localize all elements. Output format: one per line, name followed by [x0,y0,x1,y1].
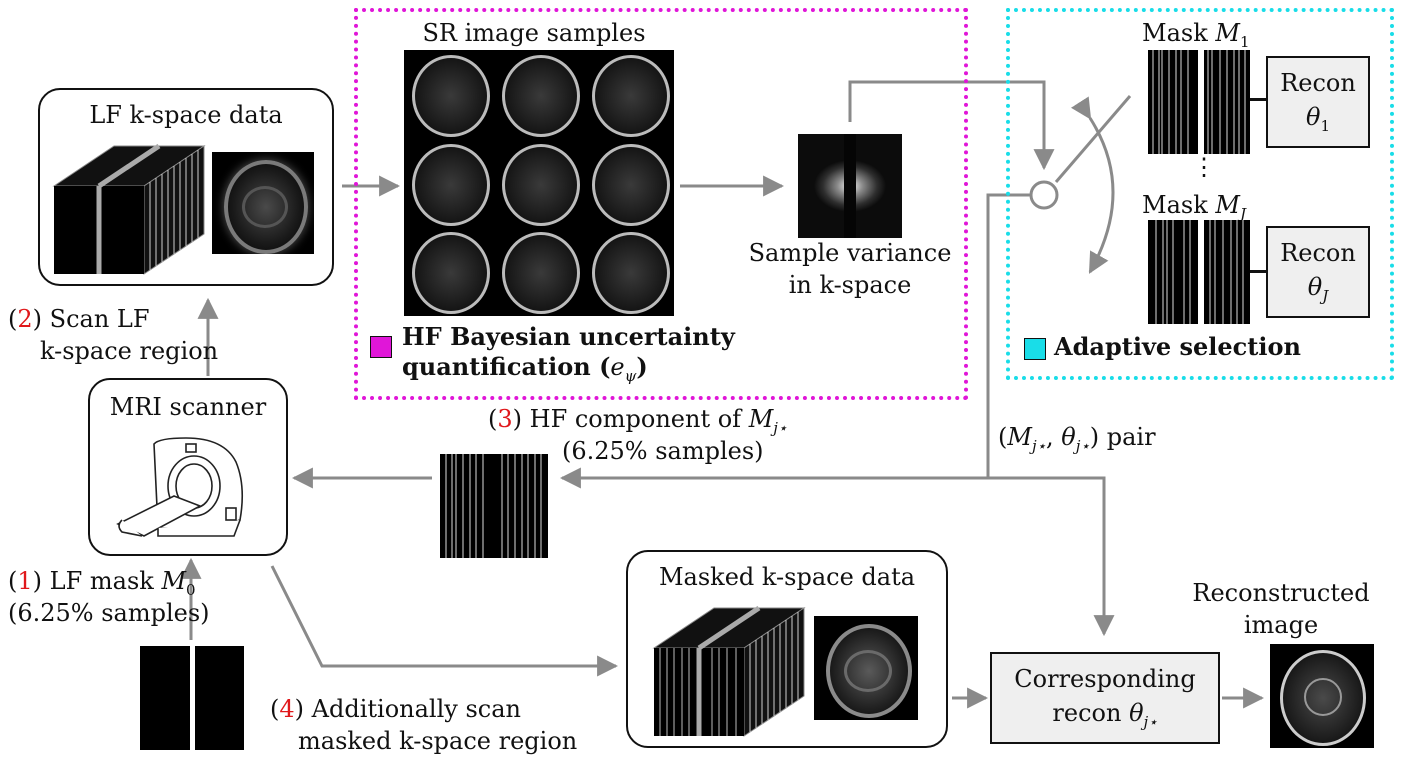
kspace-variance-image [798,134,902,238]
mri-scanner-box: MRI scanner [88,378,288,556]
step-2-line2: k-space region [40,337,219,365]
mask-1-label: Mask M1 [1142,19,1250,51]
recon-theta-j-box: Recon θJ [1266,226,1370,318]
corr-recon-line2: recon θj⋆ [1052,699,1158,731]
recon-j-label: Recon [1280,239,1356,267]
reconstructed-caption-1: Reconstructed [1192,579,1370,607]
lf-blurry-brain-image [212,152,314,254]
sr-samples-grid [404,50,674,316]
selection-arc [1070,96,1115,274]
step-1-line1: (1) LF mask M0 [8,567,196,599]
recon-1-label: Recon [1280,69,1356,97]
adaptive-legend: Adaptive selection [1054,332,1301,361]
sr-legend-swatch [370,336,392,358]
recon-1-symbol: θ1 [1306,103,1330,135]
lf-kspace-stack [52,143,206,275]
lf-mask-pattern [140,646,244,750]
sr-sample-5 [494,139,584,228]
adaptive-selection-frame [1006,8,1394,380]
step-4-line1: (4) Additionally scan [270,695,521,723]
sr-sample-7 [404,227,494,316]
adaptive-legend-swatch [1024,338,1046,360]
step-4-line2: masked k-space region [298,727,578,755]
mask-recon-pair-label: (Mj⋆, θj⋆) pair [998,423,1156,455]
sr-sample-4 [404,139,494,228]
switch-node [1029,180,1059,210]
arrow-mri-to-masked [270,565,619,677]
step-2-line1: (2) Scan LF [8,305,150,333]
variance-caption-2: in k-space [788,271,912,299]
sr-sample-9 [584,227,674,316]
masked-kspace-box: Masked k-space data [626,550,948,748]
mask-j-connector [1250,270,1268,273]
mask-1-connector [1250,98,1268,101]
sr-samples-title: SR image samples [422,19,646,47]
sr-legend-line1: HF Bayesian uncertainty [402,322,735,351]
lf-kspace-title: LF k-space data [89,101,283,129]
masked-kspace-stack [652,605,806,737]
variance-caption-1: Sample variance [748,239,952,267]
sr-sample-2 [494,50,584,139]
arrow-pair-to-corr [988,476,1115,637]
sr-sample-3 [584,50,674,139]
sr-sample-6 [584,139,674,228]
reconstructed-brain-image [1270,644,1374,748]
sr-sample-1 [404,50,494,139]
sr-legend-line2: quantification (eψ) [402,352,648,385]
sr-uncertainty-frame [354,8,968,400]
mask-j-label: Mask MJ [1142,191,1246,223]
step-3-line1: (3) HF component of Mj⋆ [488,405,788,437]
corresponding-recon-box: Corresponding recon θj⋆ [990,652,1220,744]
step-3-line2: (6.25% samples) [562,437,764,465]
reconstructed-caption-2: image [1243,611,1319,639]
recon-theta-1-box: Recon θ1 [1266,56,1370,148]
mask-1-pattern [1148,50,1250,154]
line-switch-down [986,193,1030,478]
lf-kspace-box: LF k-space data [38,88,334,286]
step-1-line2: (6.25% samples) [8,599,210,627]
recon-j-symbol: θJ [1307,273,1329,305]
mask-ellipsis: ⋮ [1192,153,1216,181]
sr-sample-8 [494,227,584,316]
mri-scanner-title: MRI scanner [109,393,267,421]
mri-scanner-icon [116,437,244,537]
masked-brain-image [814,616,918,720]
corr-recon-line1: Corresponding [1014,665,1196,693]
mask-j-pattern [1148,220,1250,324]
masked-kspace-title: Masked k-space data [658,563,916,591]
hf-mask-pattern [440,454,548,558]
arrow-variance-to-switch [848,80,1055,171]
